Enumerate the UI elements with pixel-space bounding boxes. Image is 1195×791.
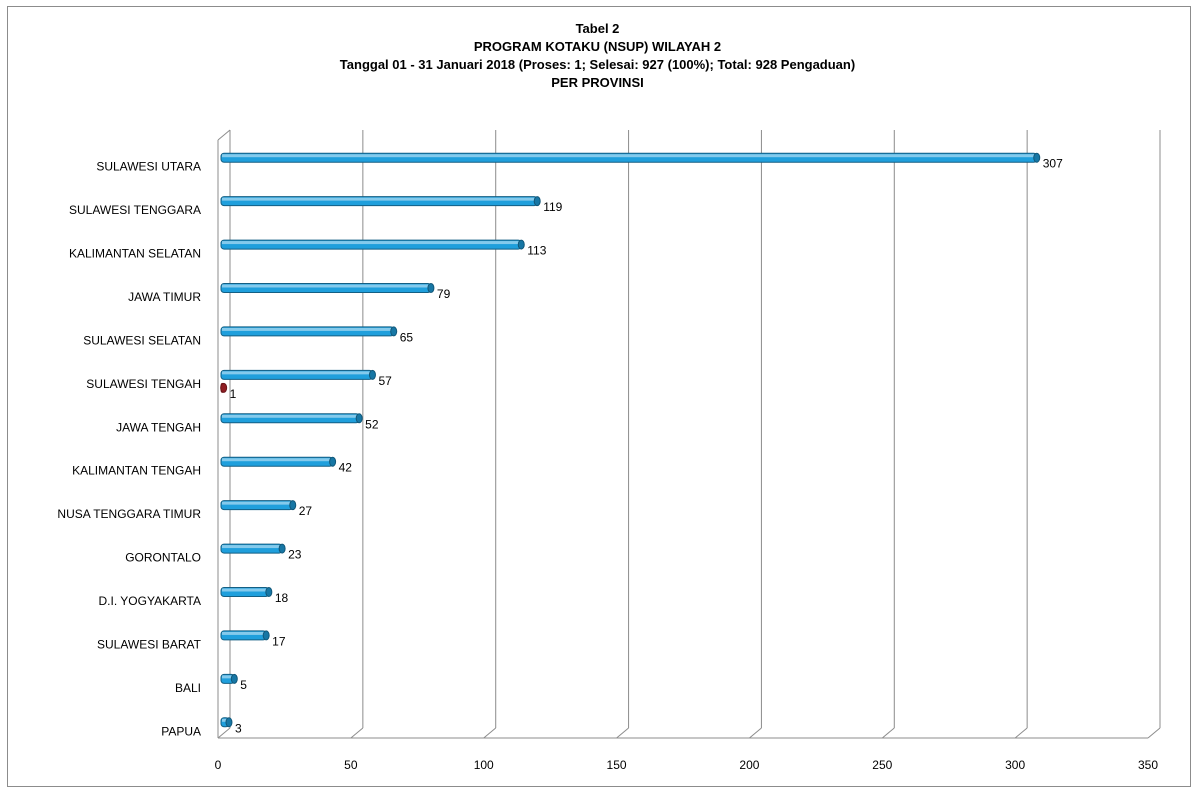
x-tick-label: 100 [474, 758, 494, 772]
category-label: GORONTALO [125, 551, 201, 565]
bar-cap [533, 196, 541, 207]
gridline-floor [616, 727, 629, 739]
x-tick-label: 50 [344, 758, 358, 772]
bar-cap [225, 717, 233, 728]
data-label: 42 [339, 461, 353, 475]
chart-title-program: PROGRAM KOTAKU (NSUP) WILAYAH 2 [473, 39, 722, 54]
category-label: NUSA TENGGARA TIMUR [57, 507, 201, 521]
x-tick-label: 350 [1138, 758, 1158, 772]
category-label: D.I. YOGYAKARTA [99, 594, 201, 608]
bar-highlight [222, 327, 393, 331]
bar-highlight [222, 588, 268, 592]
bar-cap [289, 500, 297, 511]
gridline-floor [1014, 727, 1028, 739]
bar-highlight [222, 545, 282, 549]
chart-frame [7, 6, 1191, 787]
data-label: 52 [365, 417, 379, 431]
bar-cap [368, 369, 376, 380]
category-label: PAPUA [161, 724, 201, 738]
chart-title-scope: PER PROVINSI [551, 75, 644, 90]
data-label: 18 [275, 591, 289, 605]
category-label: KALIMANTAN TENGAH [72, 464, 201, 478]
bar-highlight [222, 675, 234, 679]
category-label: SULAWESI UTARA [96, 160, 201, 174]
gridline-floor [350, 727, 364, 739]
category-label: SULAWESI BARAT [97, 637, 202, 651]
data-label: 79 [437, 287, 451, 301]
data-label: 119 [543, 200, 562, 214]
category-label: JAWA TENGAH [116, 420, 201, 434]
bar-cap [265, 587, 273, 597]
x-tick-label: 250 [872, 758, 892, 772]
bar-highlight [222, 241, 521, 245]
bar-highlight [222, 284, 430, 288]
gridline-floor [217, 727, 231, 739]
data-label: 65 [400, 330, 414, 344]
data-label: 5 [240, 678, 247, 692]
data-label: 3 [235, 721, 242, 735]
bar-cap [220, 382, 228, 393]
bar-cap [1033, 152, 1041, 163]
data-label: 17 [272, 634, 286, 648]
bar-highlight [222, 501, 292, 505]
data-label: 57 [378, 374, 392, 388]
data-label: 307 [1043, 157, 1063, 171]
data-label: 1 [230, 387, 237, 401]
category-label: SULAWESI TENGGARA [69, 203, 201, 217]
bar-cap [230, 673, 238, 684]
category-label: SULAWESI SELATAN [83, 333, 201, 347]
category-label: SULAWESI TENGAH [86, 377, 201, 391]
bar-cap [278, 543, 286, 554]
gridline-floor [749, 727, 762, 739]
gridline-floor [1147, 727, 1161, 739]
gridline-floor [483, 727, 497, 739]
bar-cap [390, 326, 398, 337]
x-tick-label: 300 [1005, 758, 1025, 772]
y-axis-top-edge [217, 129, 231, 141]
bar-cap [355, 413, 363, 424]
bar-cap [427, 283, 435, 293]
x-tick-label: 150 [607, 758, 627, 772]
bar-highlight [222, 371, 372, 375]
bar-highlight [222, 458, 332, 462]
bar-highlight [222, 414, 359, 418]
bar-highlight [222, 718, 228, 722]
x-tick-label: 0 [215, 758, 222, 772]
x-tick-label: 200 [739, 758, 759, 772]
bar-highlight [222, 154, 1036, 158]
data-label: 23 [288, 548, 302, 562]
chart-title: Tabel 2 [575, 21, 620, 36]
bar-highlight [222, 631, 266, 635]
bar-cap [262, 630, 270, 641]
category-label: BALI [175, 681, 201, 695]
category-label: KALIMANTAN SELATAN [69, 247, 201, 261]
chart-title-period: Tanggal 01 - 31 Januari 2018 (Proses: 1;… [339, 57, 856, 72]
bar-cap [517, 239, 525, 250]
bar-cap [329, 456, 337, 467]
bar-highlight [222, 197, 537, 201]
gridline-floor [881, 727, 895, 739]
data-label: 113 [527, 244, 546, 258]
category-label: JAWA TIMUR [128, 290, 201, 304]
data-label: 27 [299, 504, 313, 518]
